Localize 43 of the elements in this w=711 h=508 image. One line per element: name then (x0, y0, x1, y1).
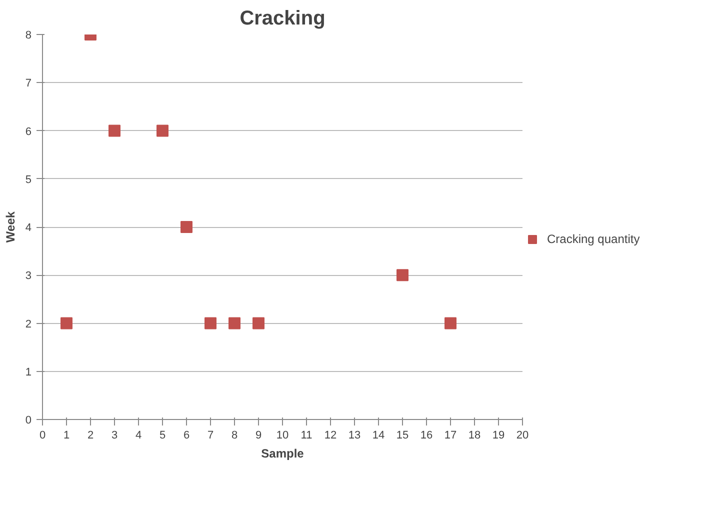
x-tick-label: 12 (324, 430, 337, 442)
x-tick-label: 15 (396, 430, 409, 442)
y-tick-label: 5 (25, 174, 32, 186)
y-tick-label: 1 (25, 366, 32, 378)
y-tick-label: 0 (25, 414, 32, 426)
x-tick-label: 4 (135, 430, 142, 442)
x-tick-label: 0 (39, 430, 46, 442)
x-tick-label: 18 (468, 430, 481, 442)
y-tick-label: 3 (25, 270, 32, 282)
x-tick-label: 11 (300, 430, 312, 442)
point (204, 317, 216, 330)
x-tick-label: 5 (159, 430, 166, 442)
x-tick-label: 8 (231, 430, 238, 442)
x-tick-label: 16 (420, 430, 433, 442)
point (108, 124, 120, 137)
x-tick-label: 20 (516, 430, 529, 442)
point (252, 317, 264, 330)
x-tick-label: 9 (255, 430, 262, 442)
point (228, 317, 240, 330)
x-tick-label: 13 (348, 430, 361, 442)
chart-title: Cracking (240, 8, 326, 30)
legend-label: Cracking quantity (547, 232, 640, 246)
y-tick-label: 2 (25, 318, 32, 330)
x-tick-label: 14 (372, 430, 385, 442)
x-axis-title: Sample (261, 446, 304, 460)
point (60, 317, 72, 330)
y-tick-label: 4 (25, 222, 32, 234)
x-tick-label: 19 (492, 430, 505, 442)
y-tick-label: 6 (25, 126, 32, 138)
x-tick-label: 3 (111, 430, 118, 442)
y-tick-label: 7 (25, 78, 32, 90)
x-tick-label: 10 (276, 430, 289, 442)
x-tick-label: 2 (87, 430, 94, 442)
x-tick-label: 17 (444, 430, 457, 442)
point (444, 317, 456, 330)
y-tick-label: 8 (25, 30, 32, 42)
point (156, 124, 168, 137)
point (180, 221, 192, 233)
x-tick-label: 7 (207, 430, 214, 442)
point (396, 269, 408, 282)
y-axis-title: Week (3, 211, 18, 243)
x-tick-label: 1 (63, 430, 70, 442)
x-tick-label: 6 (183, 430, 190, 442)
